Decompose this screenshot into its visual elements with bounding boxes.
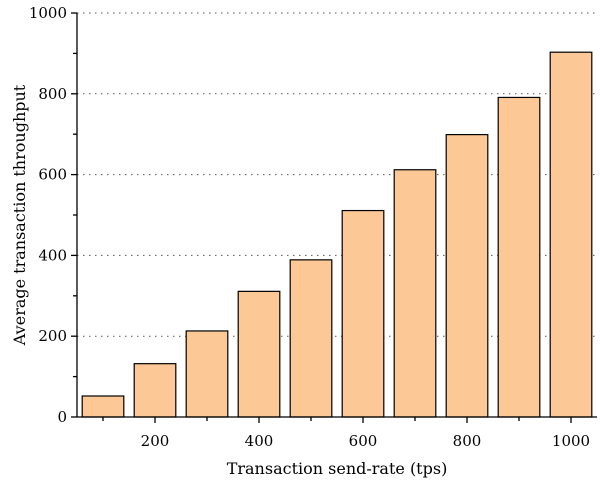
y-tick-label-1000: 1000 [29,4,67,22]
y-tick-label-400: 400 [38,246,67,264]
x-axis-title: Transaction send-rate (tps) [227,459,448,478]
x-tick-label-200: 200 [141,432,170,450]
x-tick-label-600: 600 [349,432,378,450]
bar-700 [393,169,437,418]
y-tick-label-600: 600 [38,166,67,184]
bar-100 [81,395,125,418]
x-tick-label-1000: 1000 [552,432,590,450]
bar-600 [341,209,385,418]
bar-500 [289,259,333,418]
bar-900 [497,96,541,418]
bars [81,51,593,418]
y-axis-title: Average transaction throughput [10,84,29,346]
x-axis-ticks: 200 400 600 800 1000 [102,417,590,450]
bar-400 [237,290,281,418]
bar-200 [133,363,177,418]
x-tick-label-400: 400 [245,432,274,450]
y-axis-ticks: 0 200 400 600 800 1000 [29,4,77,426]
y-tick-label-0: 0 [57,408,67,426]
y-tick-label-800: 800 [38,85,67,103]
bar-800 [445,134,489,418]
x-tick-label-800: 800 [453,432,482,450]
bar-1000 [549,51,593,418]
y-tick-label-200: 200 [38,327,67,345]
bar-300 [185,330,229,418]
